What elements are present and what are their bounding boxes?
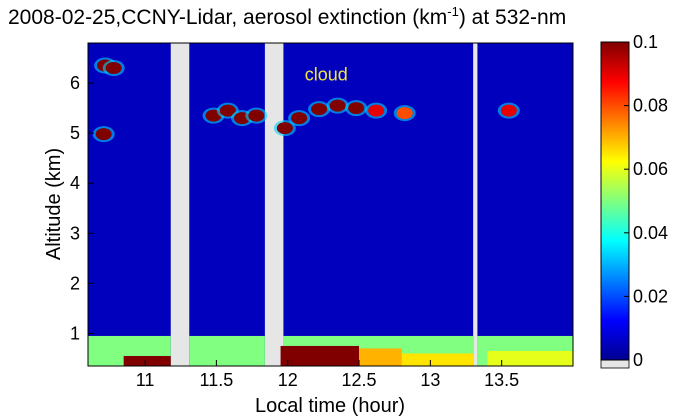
feature-core [500,104,517,117]
x-tick-label: 12 [278,370,298,390]
feature-core [95,128,112,141]
boundary-layer-band [189,335,265,366]
data-segments [88,43,573,366]
x-axis-ticks: 11 11.5 12 12.5 13 13.5 [136,360,519,390]
feature-core [329,99,346,112]
x-tick-label: 11 [136,370,155,390]
x-tick-label: 12.5 [342,370,377,390]
data-segment [477,43,573,366]
x-tick-label: 13 [420,370,440,390]
x-tick-label: 11.5 [200,370,234,390]
boundary-layer-burst [280,345,360,366]
feature-core [248,109,265,122]
y-tick-label: 4 [70,173,80,193]
feature-core [348,102,365,115]
colorbar-null-band [600,359,630,369]
x-tick-label: 13.5 [484,370,519,390]
feature-core [311,103,328,116]
y-axis-label: Altitude (km) [43,148,65,260]
plot-frame [87,42,574,367]
annotations: cloud [305,65,348,85]
data-segment [189,43,265,366]
y-tick-label: 2 [70,273,80,293]
boundary-layer-burst [123,355,171,366]
feature-core [368,104,385,117]
boundary-layer-burst [401,353,474,366]
feature-core [219,104,236,117]
y-tick-label: 5 [70,123,80,143]
feature-core [276,122,293,135]
colorbar-tick-label: 0 [633,350,643,370]
colorbar-ticks: 0 0.02 0.04 0.06 0.08 0.1 [624,32,668,370]
y-tick-label: 3 [70,223,80,243]
colorbar-tick-label: 0.04 [633,223,668,243]
colorbar-tick-label: 0.06 [633,159,668,179]
chart-title: 2008-02-25,CCNY-Lidar, aerosol extinctio… [8,4,566,29]
x-axis-label: Local time (hour) [255,395,405,417]
cloud-annotation: cloud [305,65,348,85]
feature-core [396,107,413,120]
colorbar-tick-label: 0.02 [633,286,668,306]
boundary-layer [88,335,573,366]
feature-core [291,112,308,125]
feature-core [105,62,122,75]
data-segment [283,43,474,366]
chart-title-superscript: -1 [447,4,459,19]
colorbar [600,41,630,361]
boundary-layer-burst [487,350,573,366]
data-segment [88,43,171,366]
chart-title-main: 2008-02-25,CCNY-Lidar, aerosol extinctio… [8,6,447,29]
chart-title-tail: ) at 532-nm [459,6,566,29]
boundary-layer-burst [359,348,402,366]
y-axis-ticks: 1 2 3 4 5 6 [70,73,94,343]
y-tick-label: 1 [70,323,80,343]
colorbar-tick-label: 0.08 [633,96,668,116]
aerosol-features [92,57,520,143]
colorbar-tick-label: 0.1 [633,32,658,52]
y-tick-label: 6 [70,73,80,93]
